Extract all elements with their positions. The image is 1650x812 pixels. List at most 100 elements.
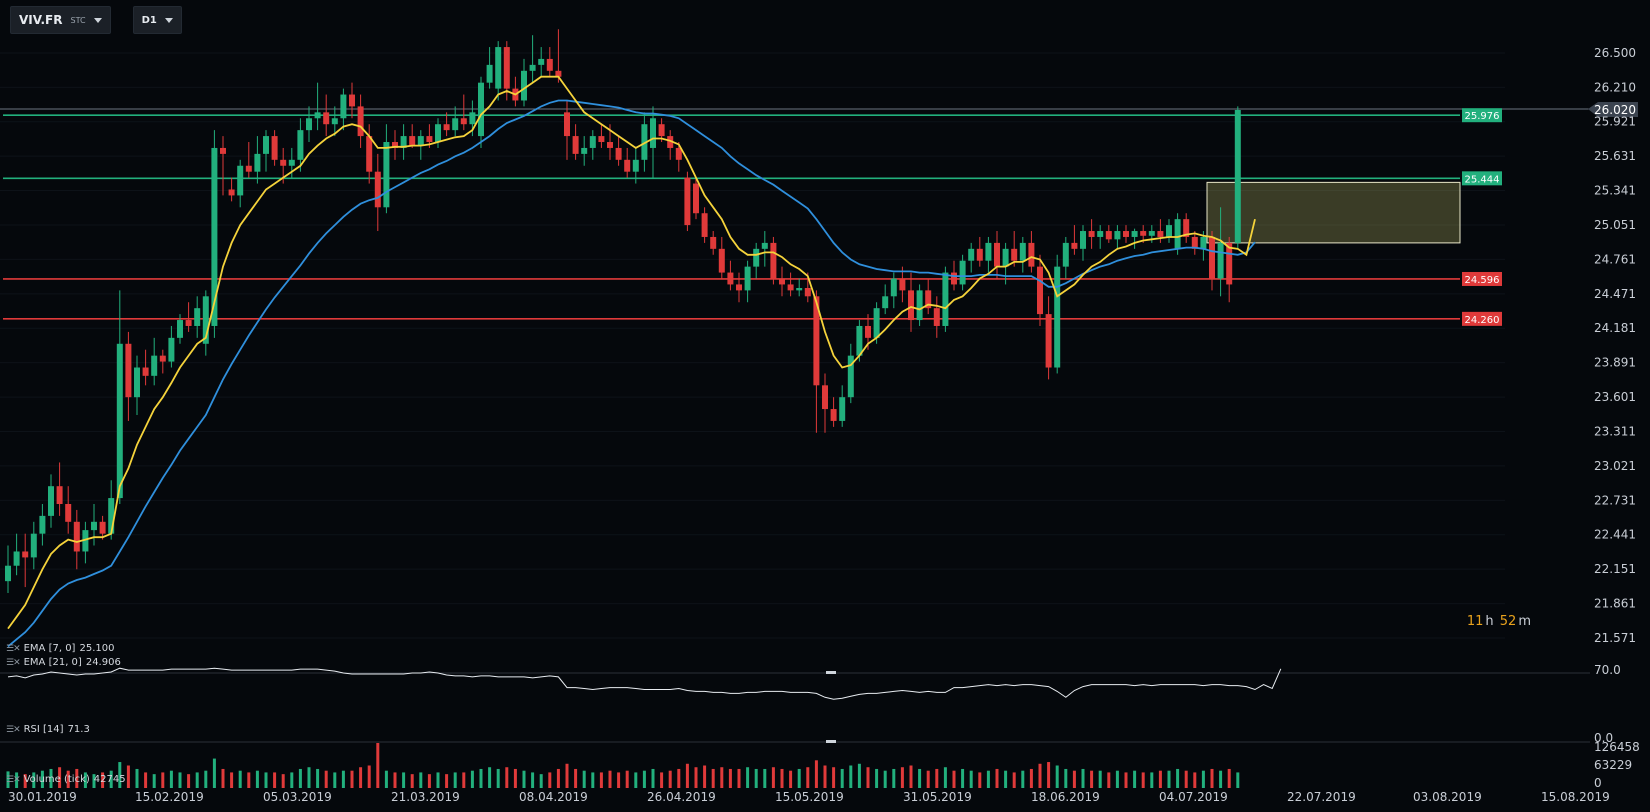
candle-body: [1045, 314, 1052, 368]
candle-body: [323, 112, 330, 125]
volume-bar: [711, 768, 715, 788]
volume-bar: [264, 772, 268, 788]
settings-icon[interactable]: ☰✕: [6, 657, 21, 668]
candle-body: [572, 136, 579, 154]
candle-body: [641, 124, 648, 160]
volume-bar: [642, 770, 646, 788]
candle-body: [916, 290, 923, 321]
volume-bar: [849, 765, 853, 788]
volume-bar: [1047, 762, 1051, 788]
candle-body: [125, 343, 132, 398]
candle-body: [675, 147, 682, 160]
toolbar: VIV.FR STC D1: [10, 6, 182, 34]
volume-bar: [1021, 770, 1025, 788]
volume-legend[interactable]: ☰✕ Volume (tick) 42745: [6, 774, 126, 785]
volume-bar: [1107, 772, 1111, 788]
volume-bar: [660, 772, 664, 788]
candle-body: [245, 165, 252, 172]
volume-bar: [574, 768, 578, 788]
volume-bar: [556, 768, 560, 788]
volume-bar: [290, 772, 294, 788]
volume-bar: [488, 767, 492, 788]
ema21-line: [7, 99, 1256, 648]
volume-bar: [152, 774, 156, 788]
candle-body: [1191, 236, 1198, 249]
candle-body: [99, 521, 106, 534]
candle-body: [813, 296, 820, 386]
candle-body: [1140, 231, 1147, 236]
price-tick-label: 24.181: [1594, 321, 1636, 335]
ema7-legend[interactable]: ☰✕ EMA [7, 0] 25.100: [6, 643, 114, 654]
candle-body: [202, 296, 209, 344]
volume-bar: [496, 768, 500, 788]
candlesticks: [5, 29, 1241, 594]
settings-icon[interactable]: ☰✕: [6, 774, 21, 785]
rsi-line: [7, 667, 1282, 700]
symbol-selector[interactable]: VIV.FR STC: [10, 6, 111, 34]
pane-resize-handle: [826, 671, 836, 674]
candle-body: [452, 118, 459, 131]
volume-bar: [1081, 768, 1085, 788]
volume-bar: [1133, 770, 1137, 788]
candle-body: [1123, 231, 1129, 237]
volume-bar: [969, 770, 973, 788]
ema7-line: [7, 75, 1256, 630]
volume-bar: [307, 767, 311, 788]
volume-bar: [771, 767, 775, 788]
candle-body: [624, 159, 631, 172]
volume-bar: [1124, 772, 1128, 788]
ema21-legend[interactable]: ☰✕ EMA [21, 0] 24.906: [6, 657, 121, 668]
candle-body: [220, 147, 226, 154]
candle-body: [65, 504, 72, 522]
candle-body: [108, 498, 115, 534]
candle-body: [1088, 231, 1095, 237]
volume-bar: [1227, 768, 1231, 788]
candle-body: [1114, 231, 1121, 240]
volume-bar: [943, 767, 947, 788]
volume-bar: [875, 768, 879, 788]
volume-bar: [169, 770, 173, 788]
candle-body: [443, 124, 450, 131]
volume-bar: [161, 772, 165, 788]
timeframe-selector[interactable]: D1: [132, 6, 182, 34]
volume-bar: [101, 772, 105, 788]
volume-bar: [281, 774, 285, 788]
level-tag-label: 24.260: [1465, 315, 1500, 326]
candle-body: [409, 136, 416, 146]
candle-body: [890, 278, 897, 297]
symbol-name: VIV.FR: [19, 13, 63, 27]
volume-bar: [685, 763, 689, 788]
settings-icon[interactable]: ☰✕: [6, 643, 21, 654]
volume-bar: [694, 767, 698, 788]
volume-bar: [410, 774, 414, 788]
volume-bar: [900, 767, 904, 788]
candle-body: [538, 58, 545, 65]
rsi-tick-label: 0.0: [1594, 731, 1613, 745]
volume-bar: [333, 772, 337, 788]
candle-body: [1037, 266, 1043, 315]
candle-body: [830, 409, 837, 421]
level-tag: [1462, 171, 1502, 186]
volume-bar: [1210, 768, 1214, 788]
rsi-value: 71.3: [67, 724, 90, 735]
volume-tick-label: 0: [1594, 776, 1602, 790]
volume-bar: [582, 770, 586, 788]
candle-body: [684, 177, 691, 226]
settings-icon[interactable]: ☰✕: [6, 724, 21, 735]
candle-body: [1183, 219, 1190, 237]
candle-body: [297, 130, 304, 160]
date-tick-label: 22.07.2019: [1287, 790, 1356, 804]
rsi-legend[interactable]: ☰✕ RSI [14] 71.3: [6, 724, 90, 735]
volume-bar: [350, 770, 354, 788]
horizontal-lines: 25.976 25.444 24.596 24.260 26.020: [0, 101, 1638, 326]
candle-body: [658, 124, 665, 137]
volume-bar: [324, 770, 328, 788]
volume-bar: [754, 768, 758, 788]
candle-body: [796, 287, 803, 291]
candle-body: [211, 147, 218, 326]
volume-bar: [1064, 768, 1068, 788]
candle-body: [753, 248, 760, 267]
date-tick-label: 03.08.2019: [1413, 790, 1482, 804]
date-tick-label: 05.03.2019: [263, 790, 332, 804]
